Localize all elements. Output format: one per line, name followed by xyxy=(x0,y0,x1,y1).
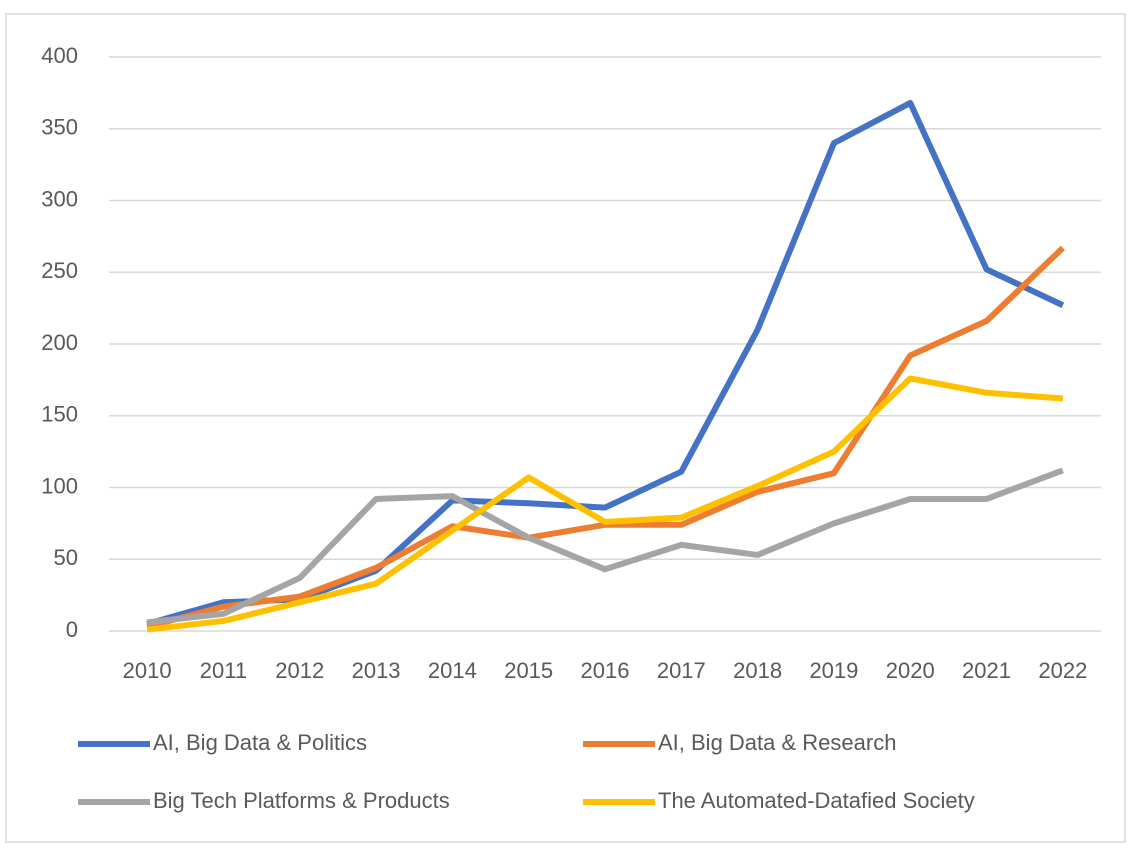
y-tick-label: 50 xyxy=(54,545,78,570)
x-tick-label: 2018 xyxy=(733,658,782,683)
x-tick-label: 2017 xyxy=(657,658,706,683)
y-tick-label: 150 xyxy=(41,402,78,427)
y-tick-label: 0 xyxy=(66,617,78,642)
y-tick-label: 350 xyxy=(41,115,78,140)
y-tick-label: 100 xyxy=(41,473,78,498)
x-tick-label: 2011 xyxy=(200,658,247,683)
series-line xyxy=(146,375,1064,633)
x-tick-label: 2016 xyxy=(581,658,630,683)
x-tick-label: 2015 xyxy=(504,658,553,683)
x-tick-label: 2019 xyxy=(809,658,858,683)
x-tick-label: 2014 xyxy=(428,658,477,683)
legend-label: AI, Big Data & Research xyxy=(658,730,896,755)
x-tick-label: 2012 xyxy=(275,658,324,683)
x-tick-label: 2020 xyxy=(886,658,935,683)
x-tick-label: 2021 xyxy=(962,658,1011,683)
legend-label: Big Tech Platforms & Products xyxy=(153,788,450,813)
x-tick-label: 2013 xyxy=(352,658,401,683)
y-tick-label: 200 xyxy=(41,330,78,355)
series-line xyxy=(146,467,1064,626)
y-tick-label: 250 xyxy=(41,258,78,283)
x-tick-label: 2022 xyxy=(1038,658,1087,683)
y-tick-label: 300 xyxy=(41,186,78,211)
x-tick-label: 2010 xyxy=(123,658,172,683)
chart-border xyxy=(5,13,1126,843)
legend-label: The Automated-Datafied Society xyxy=(658,788,975,813)
y-tick-label: 400 xyxy=(41,43,78,68)
legend-label: AI, Big Data & Politics xyxy=(153,730,367,755)
